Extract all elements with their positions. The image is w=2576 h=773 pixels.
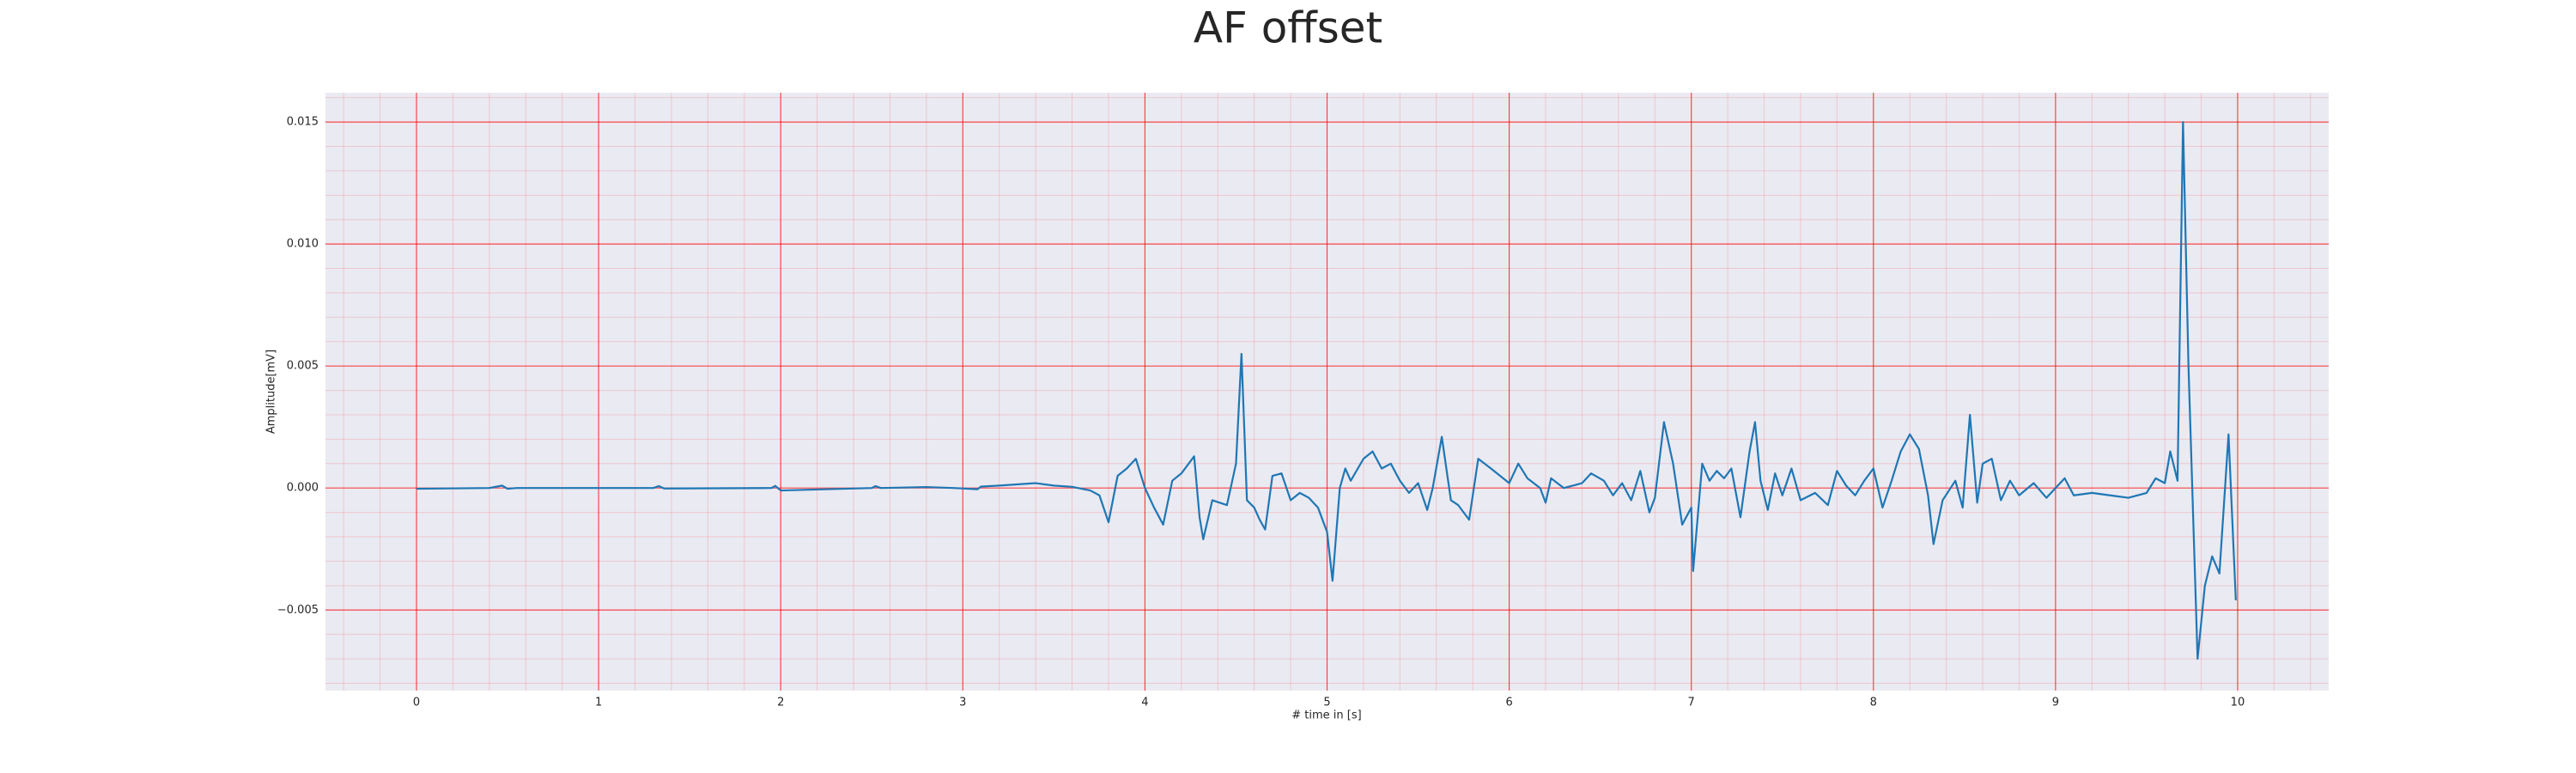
x-axis-label: # time in [s]	[1291, 709, 1361, 722]
y-tick-label: 0.005	[287, 360, 319, 373]
x-tick-label: 10	[2231, 697, 2245, 709]
x-tick-label: 1	[595, 697, 602, 709]
y-tick-label: 0.000	[287, 482, 319, 495]
x-tick-label: 2	[777, 697, 784, 709]
x-tick-label: 3	[959, 697, 966, 709]
y-axis-label: Amplitude[mV]	[265, 350, 278, 434]
chart-title: AF offset	[1194, 3, 1382, 53]
y-tick-label: 0.015	[287, 116, 319, 129]
y-tick-label: −0.005	[277, 604, 319, 617]
data-line	[416, 120, 2237, 660]
x-tick-label: 7	[1688, 697, 1695, 709]
x-tick-label: 9	[2052, 697, 2059, 709]
y-tick-label: 0.010	[287, 238, 319, 251]
x-tick-label: 6	[1505, 697, 1512, 709]
x-tick-label: 8	[1870, 697, 1877, 709]
x-tick-label: 5	[1323, 697, 1330, 709]
x-tick-label: 4	[1141, 697, 1148, 709]
x-tick-label: 0	[413, 697, 420, 709]
